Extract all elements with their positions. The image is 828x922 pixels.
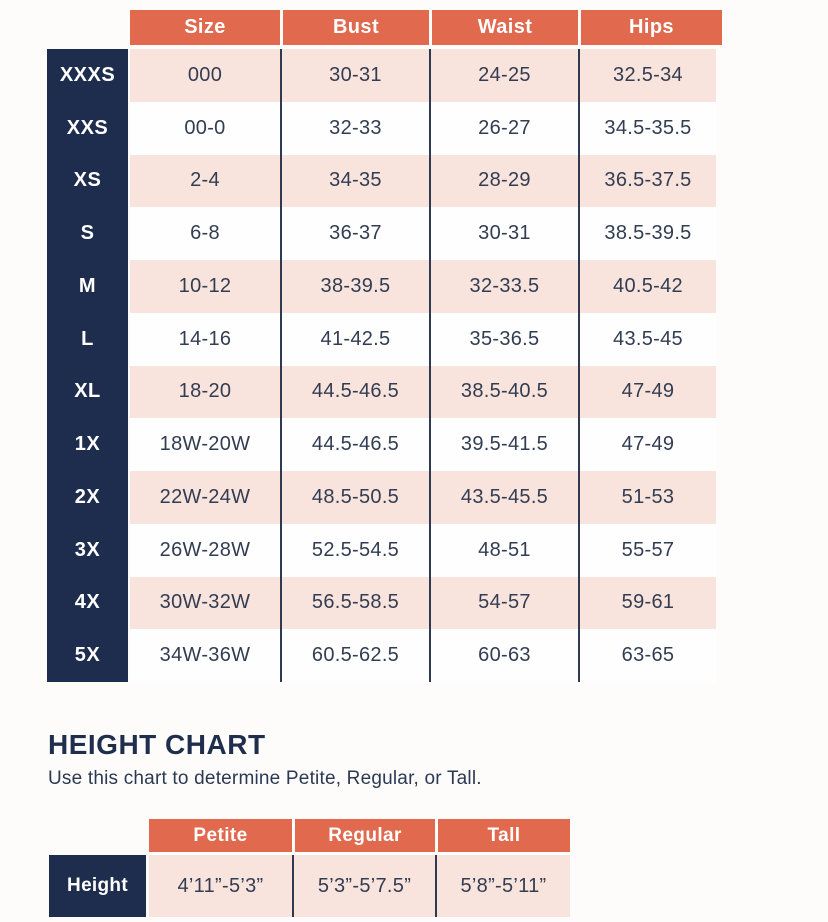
row-label-xl: XL (74, 380, 101, 403)
waist-cell: 26-27 (429, 101, 578, 155)
waist-cell: 60-63 (429, 629, 578, 682)
height-chart-title: HEIGHT CHART (48, 729, 266, 760)
bust-cell: 38-39.5 (280, 260, 429, 313)
column-header-tall: Tall (438, 819, 570, 852)
table-row-xxxs: 000 30-31 24-25 32.5-34 (130, 49, 716, 102)
column-header-petite: Petite (149, 819, 292, 852)
table-row-4x: 30W-32W 56.5-58.5 54-57 59-61 (130, 576, 716, 630)
waist-cell: 28-29 (429, 154, 578, 208)
hips-cell: 51-53 (578, 471, 716, 524)
row-label-l: L (81, 327, 94, 350)
table-row-xs: 2-4 34-35 28-29 36.5-37.5 (130, 154, 716, 208)
bust-cell: 30-31 (280, 49, 429, 102)
hips-cell: 43.5-45 (578, 312, 716, 366)
waist-cell: 24-25 (429, 49, 578, 102)
waist-cell: 35-36.5 (429, 312, 578, 366)
height-cell-regular: 5’3”-5’7.5” (292, 855, 435, 917)
column-header-hips: Hips (581, 10, 722, 45)
column-header-regular: Regular (295, 819, 435, 852)
row-label-xxs: XXS (66, 116, 109, 139)
size-cell: 00-0 (184, 116, 226, 139)
hips-cell: 55-57 (578, 523, 716, 577)
bust-cell: 44.5-46.5 (280, 365, 429, 419)
hips-cell: 34.5-35.5 (578, 101, 716, 155)
height-chart-row: 4’11”-5’3” 5’3”-5’7.5” 5’8”-5’11” (149, 855, 570, 917)
waist-cell: 48-51 (429, 523, 578, 577)
table-row-3x: 26W-28W 52.5-54.5 48-51 55-57 (130, 523, 716, 577)
bust-cell: 56.5-58.5 (280, 576, 429, 630)
height-row-label: Height (49, 855, 146, 917)
column-header-waist: Waist (432, 10, 578, 45)
bust-cell: 34-35 (280, 154, 429, 208)
table-row-s: 6-8 36-37 30-31 38.5-39.5 (130, 207, 716, 260)
hips-cell: 38.5-39.5 (578, 207, 716, 260)
size-cell: 000 (187, 63, 223, 86)
waist-cell: 30-31 (429, 207, 578, 260)
column-header-size: Size (130, 10, 280, 45)
size-cell: 30W-32W (159, 591, 251, 614)
table-row-1x: 18W-20W 44.5-46.5 39.5-41.5 47-49 (130, 418, 716, 471)
table-row-xl: 18-20 44.5-46.5 38.5-40.5 47-49 (130, 365, 716, 419)
size-cell: 18-20 (178, 380, 232, 403)
bust-cell: 44.5-46.5 (280, 418, 429, 471)
table-row-5x: 34W-36W 60.5-62.5 60-63 63-65 (130, 629, 716, 682)
hips-cell: 32.5-34 (578, 49, 716, 102)
waist-cell: 38.5-40.5 (429, 365, 578, 419)
size-cell: 2-4 (190, 169, 220, 192)
table-row-2x: 22W-24W 48.5-50.5 43.5-45.5 51-53 (130, 471, 716, 524)
height-chart-header: Petite Regular Tall (149, 819, 570, 852)
size-cell: 34W-36W (159, 644, 251, 667)
waist-cell: 32-33.5 (429, 260, 578, 313)
row-label-xxxs: XXXS (59, 63, 116, 86)
hips-cell: 63-65 (578, 629, 716, 682)
bust-cell: 32-33 (280, 101, 429, 155)
size-cell: 10-12 (178, 274, 232, 297)
row-label-1x: 1X (74, 433, 101, 456)
table-row-l: 14-16 41-42.5 35-36.5 43.5-45 (130, 312, 716, 366)
size-cell: 22W-24W (159, 485, 251, 508)
table-row-xxs: 00-0 32-33 26-27 34.5-35.5 (130, 101, 716, 155)
row-label-m: M (78, 274, 97, 297)
size-chart-body: 000 30-31 24-25 32.5-34 00-0 32-33 26-27… (130, 49, 716, 682)
height-cell-tall: 5’8”-5’11” (435, 855, 570, 917)
bust-cell: 52.5-54.5 (280, 523, 429, 577)
hips-cell: 40.5-42 (578, 260, 716, 313)
row-label-3x: 3X (74, 538, 101, 561)
bust-cell: 41-42.5 (280, 312, 429, 366)
size-cell: 6-8 (190, 222, 220, 245)
size-cell: 14-16 (178, 327, 232, 350)
hips-cell: 36.5-37.5 (578, 154, 716, 208)
waist-cell: 43.5-45.5 (429, 471, 578, 524)
height-cell-petite: 4’11”-5’3” (177, 874, 264, 897)
size-chart-header: Size Bust Waist Hips (130, 10, 722, 45)
hips-cell: 47-49 (578, 365, 716, 419)
bust-cell: 48.5-50.5 (280, 471, 429, 524)
size-cell: 18W-20W (159, 433, 251, 456)
waist-cell: 39.5-41.5 (429, 418, 578, 471)
bust-cell: 36-37 (280, 207, 429, 260)
row-label-4x: 4X (74, 591, 101, 614)
row-label-xs: XS (73, 169, 102, 192)
bust-cell: 60.5-62.5 (280, 629, 429, 682)
hips-cell: 59-61 (578, 576, 716, 630)
row-label-s: S (80, 222, 95, 245)
column-header-bust: Bust (283, 10, 429, 45)
row-label-5x: 5X (74, 644, 101, 667)
waist-cell: 54-57 (429, 576, 578, 630)
table-row-m: 10-12 38-39.5 32-33.5 40.5-42 (130, 260, 716, 313)
hips-cell: 47-49 (578, 418, 716, 471)
height-chart-subtitle: Use this chart to determine Petite, Regu… (48, 768, 482, 789)
size-cell: 26W-28W (159, 538, 251, 561)
row-label-2x: 2X (74, 485, 101, 508)
size-row-label-column: XXXS XXS XS S M L XL 1X 2X 3X 4X 5X (47, 49, 128, 682)
